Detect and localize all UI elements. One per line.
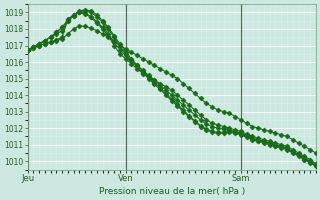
- X-axis label: Pression niveau de la mer( hPa ): Pression niveau de la mer( hPa ): [99, 187, 245, 196]
